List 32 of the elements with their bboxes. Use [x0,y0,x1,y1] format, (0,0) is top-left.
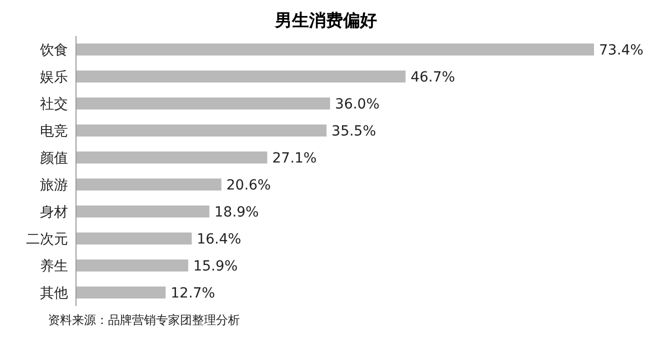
bar [76,232,192,245]
data-label: 27.1% [272,150,317,167]
bar [76,70,406,83]
y-tick-label: 二次元 [26,231,68,248]
y-tick-label: 养生 [40,258,68,274]
data-label: 36.0% [335,96,380,113]
bar [76,178,222,191]
data-label: 16.4% [196,232,242,248]
data-label: 73.4% [599,42,644,59]
data-label: 20.6% [226,178,271,194]
text: 资料来源：品牌营销专家团整理分析 [48,312,240,329]
y-tick-label: 社交 [40,96,68,112]
bar [76,124,327,137]
y-tick-label: 身材 [40,204,68,220]
y-tick-label: 颜值 [40,150,68,166]
data-label: 12.7% [170,286,216,302]
bar [76,152,268,164]
bar [76,206,210,218]
y-tick-label: 旅游 [40,177,68,194]
data-label: 18.9% [214,204,259,221]
data-label: 46.7% [410,70,456,86]
y-tick-label: 饮食 [39,42,68,58]
data-label: 35.5% [332,124,376,140]
y-tick-label: 其他 [40,285,68,302]
data-label: 15.9% [193,258,238,275]
bar [76,260,188,272]
bar [76,44,594,56]
bar [76,286,166,299]
y-tick-label: 电竞 [40,123,68,140]
y-tick-label: 娱乐 [40,69,68,86]
bar [76,98,330,110]
chart-title: 男生消费偏好 [274,10,378,33]
